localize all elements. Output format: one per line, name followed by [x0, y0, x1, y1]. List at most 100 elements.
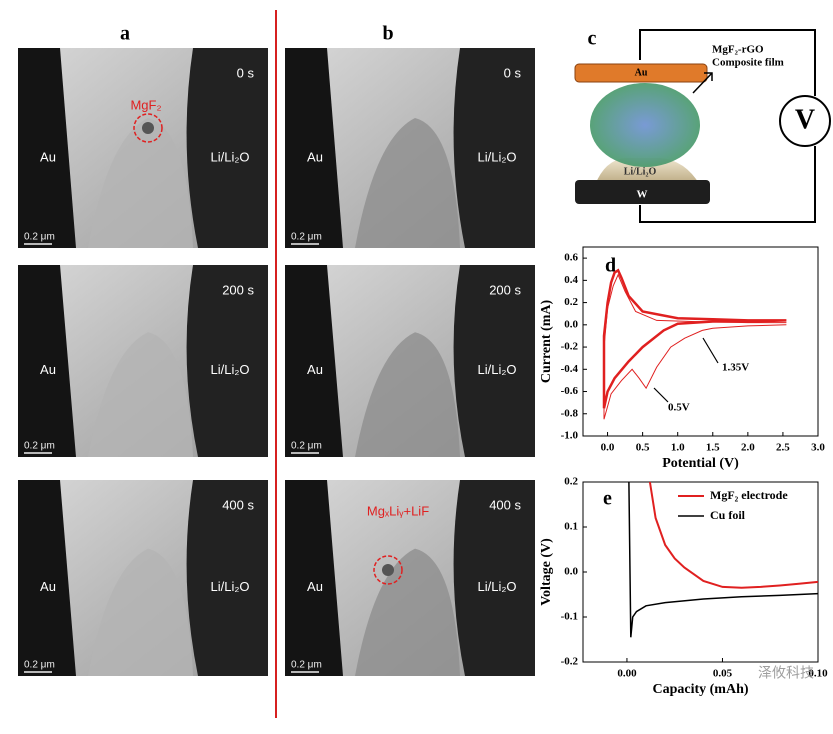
specimen [88, 118, 193, 248]
series-line [648, 481, 819, 589]
electrode-label: Au [307, 579, 323, 594]
x-tick-label: 3.0 [811, 442, 825, 454]
annotation-arrow [653, 387, 669, 403]
scale-bar-label: 0.2 μm [291, 232, 322, 243]
x-tick-label: 0.10 [808, 668, 828, 680]
electrode-label: Au [307, 362, 323, 377]
electrode-label: Li/Li₂O [210, 149, 249, 164]
y-tick-label: -0.2 [561, 341, 579, 353]
li-electrode [186, 265, 268, 457]
highlight [373, 555, 403, 585]
y-tick-label: -0.2 [561, 656, 579, 668]
time-label: 200 s [489, 282, 521, 297]
particle [382, 564, 394, 576]
au-tip [285, 480, 343, 676]
legend-label: Cu foil [710, 508, 746, 522]
x-tick-label: 1.5 [706, 442, 720, 454]
scale-bar-label: 0.2 μm [291, 660, 322, 671]
specimen [355, 118, 460, 248]
watermark: 泽攸科技 [758, 665, 814, 681]
y-tick-label: -0.4 [561, 363, 579, 375]
annotation: 0.5V [668, 402, 690, 414]
time-label: 400 s [222, 497, 254, 512]
x-tick-label: 2.0 [741, 442, 755, 454]
film-label: Composite film [712, 57, 784, 69]
highlight [133, 113, 163, 143]
electrode-label: Li/Li₂O [477, 149, 516, 164]
voltmeter [779, 95, 831, 147]
li-electrode [453, 265, 535, 457]
schematic: c V Au Li/Li₂O W MgF₂-rGO Composite film [574, 28, 831, 223]
au-tip [285, 48, 343, 248]
specimen [355, 548, 460, 676]
electrode-label: Au [307, 149, 323, 164]
li-electrode [186, 480, 268, 676]
y-tick-label: 0.0 [564, 318, 578, 330]
y-tick-label: 0.2 [564, 476, 578, 488]
au-tip [18, 480, 76, 676]
series-line [603, 273, 787, 420]
plot-frame [582, 246, 819, 437]
specimen [88, 548, 193, 676]
x-tick-label: 0.0 [601, 442, 615, 454]
panel-letter: a [120, 23, 130, 45]
electrode-label: Au [40, 362, 56, 377]
wire [639, 29, 816, 96]
li-electrode [453, 480, 535, 676]
x-tick-label: 0.00 [617, 668, 637, 680]
legend-label: MgF₂ electrode [710, 488, 788, 502]
y-tick-label: 0.0 [564, 566, 578, 578]
annotation-arrow [702, 337, 719, 364]
arrow [692, 72, 713, 94]
specimen [88, 332, 193, 457]
y-tick-label: -0.6 [561, 385, 579, 397]
electrode-label: Au [40, 149, 56, 164]
x-tick-label: 0.05 [713, 668, 733, 680]
y-tick-label: 0.1 [564, 521, 578, 533]
x-axis-label: Potential (V) [662, 456, 739, 471]
panel-letter: b [382, 23, 393, 45]
y-tick-label: -1.0 [561, 430, 579, 442]
x-tick-label: 1.0 [671, 442, 685, 454]
panel-letter: d [605, 255, 616, 277]
series-line [602, 268, 787, 409]
film-label: MgF₂-rGO [712, 44, 764, 56]
electrode-label: Li/Li₂O [477, 362, 516, 377]
specimen [355, 332, 460, 457]
electrode-label: W [637, 189, 648, 201]
meter-label: V [795, 104, 815, 135]
scale-bar-label: 0.2 μm [24, 441, 55, 452]
x-tick-label: 0.5 [636, 442, 650, 454]
li-electrode [186, 48, 268, 248]
scale-bar-label: 0.2 μm [24, 660, 55, 671]
particle [142, 122, 154, 134]
y-tick-label: 0.2 [564, 296, 578, 308]
au-tip [18, 48, 76, 248]
plot-frame [582, 481, 819, 663]
wire [639, 146, 816, 223]
au-tip [285, 265, 343, 457]
electrode-label: Li/Li₂O [210, 579, 249, 594]
electrode-label: Au [635, 67, 648, 78]
y-axis-label: Current (mA) [539, 300, 554, 384]
y-axis-label: Voltage (V) [539, 538, 554, 606]
annotation: 1.35V [722, 362, 749, 374]
y-tick-label: -0.8 [561, 407, 579, 419]
x-axis-label: Capacity (mAh) [652, 682, 748, 697]
panel-letter: e [603, 488, 612, 510]
arrow-head [704, 72, 713, 81]
film [590, 83, 700, 167]
li-electrode [453, 48, 535, 248]
au-tip [18, 265, 76, 457]
time-label: 400 s [489, 497, 521, 512]
li-cone [595, 158, 700, 185]
electrode-label: Li/Li₂O [477, 579, 516, 594]
annotation: MgF₂ [130, 97, 161, 112]
y-tick-label: -0.1 [561, 611, 578, 623]
scale-bar-label: 0.2 μm [291, 441, 322, 452]
time-label: 200 s [222, 282, 254, 297]
electrode-label: Li/Li₂O [210, 362, 249, 377]
bottom-electrode [575, 180, 710, 204]
y-tick-label: 0.6 [564, 252, 578, 264]
